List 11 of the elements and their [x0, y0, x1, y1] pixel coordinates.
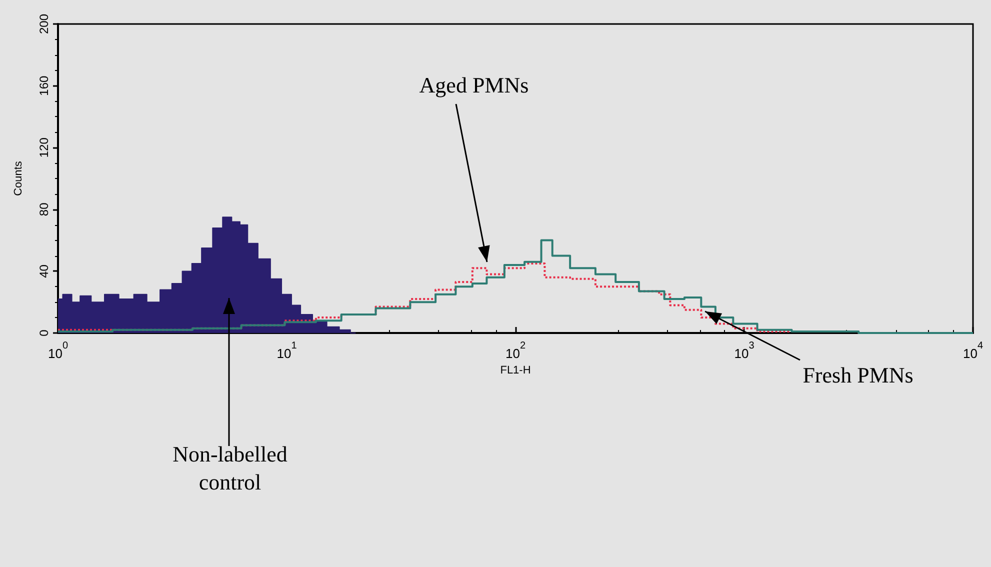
annotation: Fresh PMNs	[802, 362, 914, 388]
y-tick-label: 120	[37, 137, 51, 158]
y-tick-label: 200	[37, 14, 51, 34]
y-tick-label: 40	[37, 264, 51, 278]
y-axis-title: Counts	[12, 160, 24, 196]
x-axis-title: FL1-H	[500, 364, 531, 376]
y-tick-label: 0	[37, 329, 51, 336]
annotation: Aged PMNs	[419, 72, 529, 98]
y-tick-label: 160	[37, 75, 51, 96]
text: Non-labelled control	[172, 442, 288, 494]
y-tick-label: 80	[37, 202, 51, 216]
